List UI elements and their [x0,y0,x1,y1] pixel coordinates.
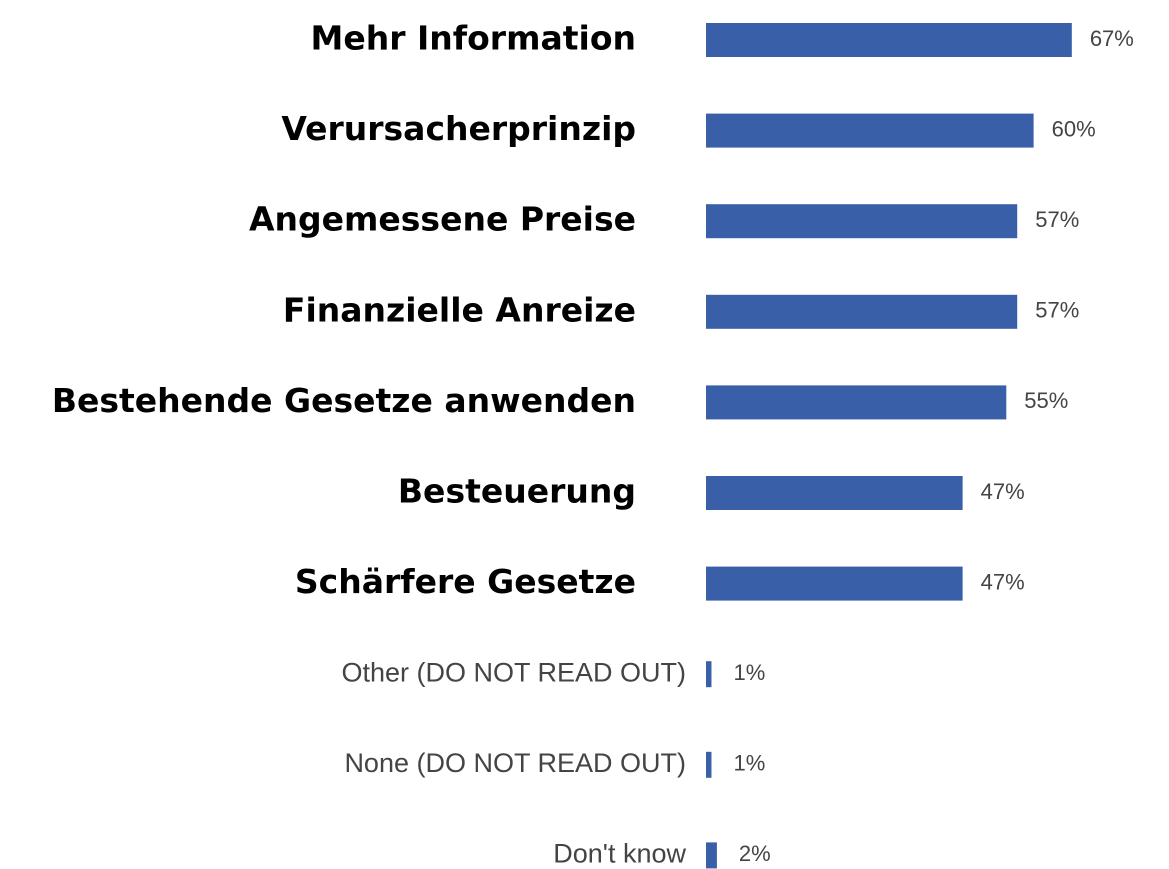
value-label: 2% [739,841,771,866]
category-label: Angemessene Preise [249,200,636,239]
category-label: Finanzielle Anreize [283,290,636,329]
value-label: 60% [1052,116,1096,141]
category-label: Schärfere Gesetze [295,562,636,601]
bar [706,113,1034,148]
value-label: 57% [1035,298,1079,323]
value-label: 67% [1090,26,1134,51]
value-label: 55% [1024,388,1068,413]
value-label: 1% [733,751,765,776]
category-label: Besteuerung [398,472,636,511]
category-label: Mehr Information [311,19,636,58]
category-label: Don't know [553,839,686,869]
value-label: 1% [733,660,765,685]
value-label: 57% [1035,207,1079,232]
value-label: 47% [981,479,1025,504]
bar [706,566,963,601]
bar [706,842,717,869]
category-label: None (DO NOT READ OUT) [344,748,686,778]
category-label: Other (DO NOT READ OUT) [341,657,686,687]
value-label: 47% [981,569,1025,594]
category-label: Bestehende Gesetze anwenden [52,381,636,420]
bar [706,23,1072,57]
bar [706,476,963,510]
bar [706,385,1007,420]
bar [706,661,712,688]
category-label: Verursacherprinzip [281,109,636,148]
bar [706,751,712,778]
bar [706,204,1018,239]
bar [706,294,1018,329]
